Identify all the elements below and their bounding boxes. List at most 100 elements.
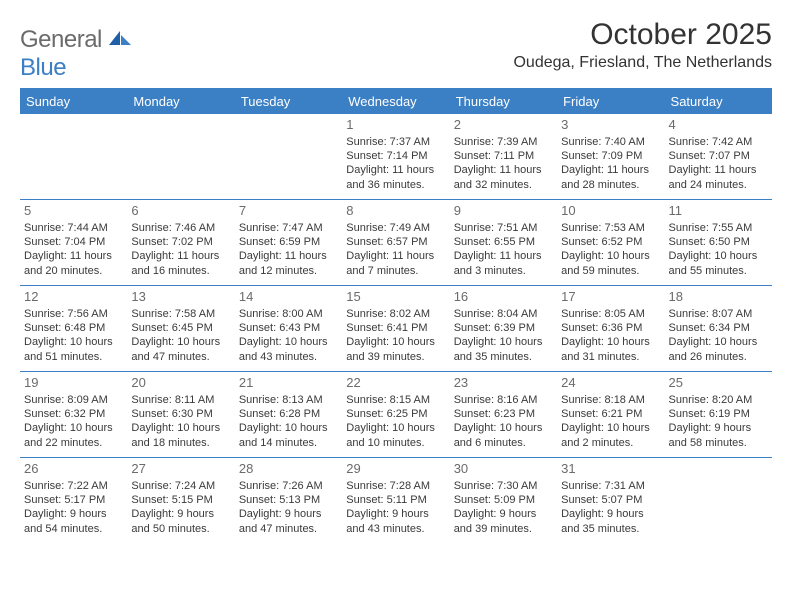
col-tuesday: Tuesday: [235, 89, 342, 114]
daylight-text: and 14 minutes.: [239, 436, 338, 450]
daylight-text: and 31 minutes.: [561, 350, 660, 364]
logo-sail-icon: [109, 34, 131, 51]
day-number: 3: [561, 117, 660, 134]
daylight-text: and 7 minutes.: [346, 264, 445, 278]
sunrise-text: Sunrise: 7:46 AM: [131, 221, 230, 235]
daylight-text: and 18 minutes.: [131, 436, 230, 450]
daylight-text: and 6 minutes.: [454, 436, 553, 450]
day-number: 6: [131, 203, 230, 220]
sunrise-text: Sunrise: 7:39 AM: [454, 135, 553, 149]
sunset-text: Sunset: 7:02 PM: [131, 235, 230, 249]
daylight-text: Daylight: 11 hours: [454, 249, 553, 263]
sunrise-text: Sunrise: 7:42 AM: [669, 135, 768, 149]
calendar-cell: 27Sunrise: 7:24 AMSunset: 5:15 PMDayligh…: [127, 458, 234, 544]
daylight-text: and 54 minutes.: [24, 522, 123, 536]
daylight-text: and 39 minutes.: [454, 522, 553, 536]
sunset-text: Sunset: 6:28 PM: [239, 407, 338, 421]
daylight-text: Daylight: 10 hours: [346, 335, 445, 349]
daylight-text: and 39 minutes.: [346, 350, 445, 364]
day-number: 5: [24, 203, 123, 220]
daylight-text: and 22 minutes.: [24, 436, 123, 450]
sunrise-text: Sunrise: 8:04 AM: [454, 307, 553, 321]
sunrise-text: Sunrise: 8:13 AM: [239, 393, 338, 407]
day-number: 19: [24, 375, 123, 392]
sunset-text: Sunset: 5:17 PM: [24, 493, 123, 507]
daylight-text: and 51 minutes.: [24, 350, 123, 364]
daylight-text: Daylight: 9 hours: [346, 507, 445, 521]
daylight-text: and 59 minutes.: [561, 264, 660, 278]
sunrise-text: Sunrise: 7:31 AM: [561, 479, 660, 493]
day-number: 20: [131, 375, 230, 392]
daylight-text: Daylight: 10 hours: [24, 335, 123, 349]
daylight-text: Daylight: 10 hours: [239, 335, 338, 349]
sunset-text: Sunset: 6:52 PM: [561, 235, 660, 249]
page-subtitle: Oudega, Friesland, The Netherlands: [513, 54, 772, 72]
sunrise-text: Sunrise: 7:44 AM: [24, 221, 123, 235]
sunrise-text: Sunrise: 7:47 AM: [239, 221, 338, 235]
sunset-text: Sunset: 6:45 PM: [131, 321, 230, 335]
daylight-text: Daylight: 9 hours: [239, 507, 338, 521]
calendar-cell: 8Sunrise: 7:49 AMSunset: 6:57 PMDaylight…: [342, 200, 449, 286]
sunrise-text: Sunrise: 8:15 AM: [346, 393, 445, 407]
sunset-text: Sunset: 5:09 PM: [454, 493, 553, 507]
calendar-cell: 23Sunrise: 8:16 AMSunset: 6:23 PMDayligh…: [450, 372, 557, 458]
calendar-cell: 5Sunrise: 7:44 AMSunset: 7:04 PMDaylight…: [20, 200, 127, 286]
calendar-cell: 30Sunrise: 7:30 AMSunset: 5:09 PMDayligh…: [450, 458, 557, 544]
calendar-cell: 3Sunrise: 7:40 AMSunset: 7:09 PMDaylight…: [557, 114, 664, 200]
daylight-text: and 12 minutes.: [239, 264, 338, 278]
calendar-cell: 17Sunrise: 8:05 AMSunset: 6:36 PMDayligh…: [557, 286, 664, 372]
daylight-text: Daylight: 11 hours: [239, 249, 338, 263]
sunrise-text: Sunrise: 7:24 AM: [131, 479, 230, 493]
sunset-text: Sunset: 7:07 PM: [669, 149, 768, 163]
daylight-text: Daylight: 10 hours: [346, 421, 445, 435]
sunrise-text: Sunrise: 8:07 AM: [669, 307, 768, 321]
day-number: 25: [669, 375, 768, 392]
calendar-cell: [235, 114, 342, 200]
sunrise-text: Sunrise: 7:26 AM: [239, 479, 338, 493]
calendar-cell: 7Sunrise: 7:47 AMSunset: 6:59 PMDaylight…: [235, 200, 342, 286]
daylight-text: and 3 minutes.: [454, 264, 553, 278]
sunrise-text: Sunrise: 7:49 AM: [346, 221, 445, 235]
logo: General Blue: [20, 18, 131, 82]
calendar-cell: 18Sunrise: 8:07 AMSunset: 6:34 PMDayligh…: [665, 286, 772, 372]
daylight-text: and 47 minutes.: [131, 350, 230, 364]
calendar-cell: 1Sunrise: 7:37 AMSunset: 7:14 PMDaylight…: [342, 114, 449, 200]
daylight-text: and 58 minutes.: [669, 436, 768, 450]
calendar-cell: 19Sunrise: 8:09 AMSunset: 6:32 PMDayligh…: [20, 372, 127, 458]
daylight-text: Daylight: 10 hours: [669, 335, 768, 349]
sunset-text: Sunset: 6:43 PM: [239, 321, 338, 335]
daylight-text: and 35 minutes.: [561, 522, 660, 536]
day-number: 24: [561, 375, 660, 392]
daylight-text: and 20 minutes.: [24, 264, 123, 278]
calendar-cell: 9Sunrise: 7:51 AMSunset: 6:55 PMDaylight…: [450, 200, 557, 286]
col-wednesday: Wednesday: [342, 89, 449, 114]
calendar-cell: 16Sunrise: 8:04 AMSunset: 6:39 PMDayligh…: [450, 286, 557, 372]
day-number: 7: [239, 203, 338, 220]
sunrise-text: Sunrise: 7:51 AM: [454, 221, 553, 235]
calendar-table: Sunday Monday Tuesday Wednesday Thursday…: [20, 88, 772, 544]
sunset-text: Sunset: 6:19 PM: [669, 407, 768, 421]
sunset-text: Sunset: 6:50 PM: [669, 235, 768, 249]
daylight-text: Daylight: 11 hours: [24, 249, 123, 263]
sunset-text: Sunset: 6:55 PM: [454, 235, 553, 249]
logo-sub: Blue: [20, 54, 66, 81]
calendar-row: 12Sunrise: 7:56 AMSunset: 6:48 PMDayligh…: [20, 286, 772, 372]
daylight-text: and 55 minutes.: [669, 264, 768, 278]
sunset-text: Sunset: 7:14 PM: [346, 149, 445, 163]
sunset-text: Sunset: 5:11 PM: [346, 493, 445, 507]
sunset-text: Sunset: 7:09 PM: [561, 149, 660, 163]
sunset-text: Sunset: 6:59 PM: [239, 235, 338, 249]
sunrise-text: Sunrise: 7:28 AM: [346, 479, 445, 493]
sunrise-text: Sunrise: 7:56 AM: [24, 307, 123, 321]
day-number: 29: [346, 461, 445, 478]
daylight-text: Daylight: 9 hours: [131, 507, 230, 521]
daylight-text: and 47 minutes.: [239, 522, 338, 536]
daylight-text: Daylight: 10 hours: [561, 249, 660, 263]
daylight-text: Daylight: 10 hours: [561, 421, 660, 435]
day-number: 23: [454, 375, 553, 392]
sunset-text: Sunset: 7:04 PM: [24, 235, 123, 249]
daylight-text: Daylight: 11 hours: [669, 163, 768, 177]
day-number: 26: [24, 461, 123, 478]
sunrise-text: Sunrise: 7:37 AM: [346, 135, 445, 149]
calendar-cell: 15Sunrise: 8:02 AMSunset: 6:41 PMDayligh…: [342, 286, 449, 372]
